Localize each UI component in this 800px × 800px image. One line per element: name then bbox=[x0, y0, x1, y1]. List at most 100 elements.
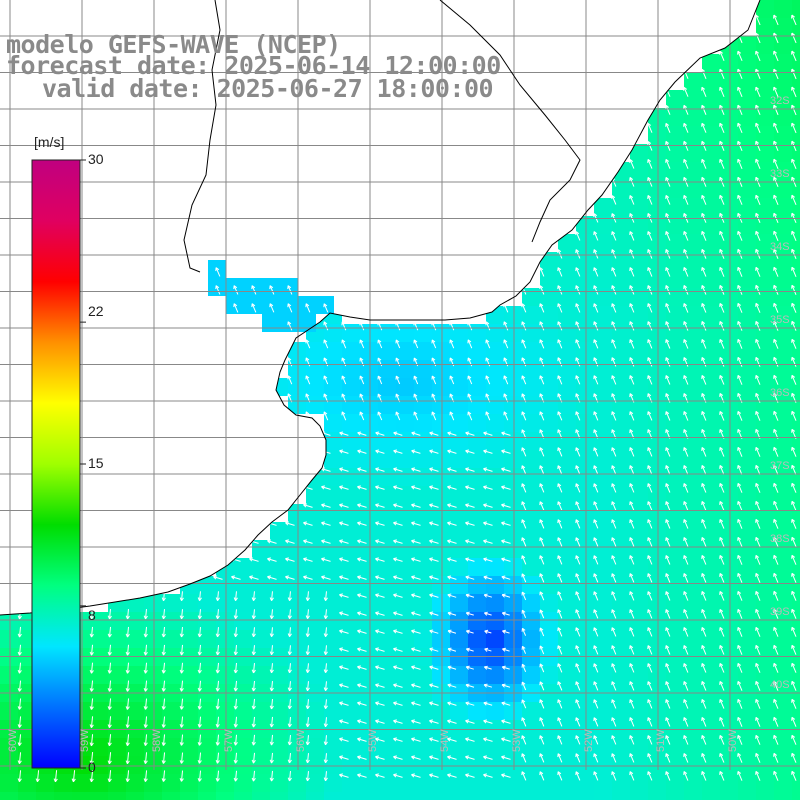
field-cell bbox=[216, 594, 234, 612]
field-cell bbox=[612, 612, 630, 630]
field-cell bbox=[684, 72, 702, 90]
field-cell bbox=[432, 504, 450, 522]
wind-arrow bbox=[323, 303, 329, 313]
field-cell bbox=[702, 306, 720, 324]
field-cell bbox=[648, 162, 666, 180]
wind-arrow bbox=[197, 285, 203, 295]
field-cell bbox=[720, 414, 738, 432]
field-cell bbox=[792, 432, 800, 450]
wind-arrow bbox=[683, 285, 689, 295]
field-cell bbox=[738, 90, 756, 108]
field-cell bbox=[198, 594, 216, 612]
field-cell bbox=[306, 576, 324, 594]
field-cell bbox=[576, 738, 594, 756]
field-cell bbox=[450, 612, 468, 630]
field-cell bbox=[162, 738, 180, 756]
field-cell bbox=[666, 774, 684, 792]
field-cell bbox=[90, 738, 108, 756]
longitude-label: 54W bbox=[439, 729, 451, 752]
field-cell bbox=[0, 630, 18, 648]
field-cell bbox=[468, 594, 486, 612]
field-cell bbox=[396, 540, 414, 558]
field-cell bbox=[612, 216, 630, 234]
field-cell bbox=[666, 216, 684, 234]
field-cell bbox=[756, 90, 774, 108]
field-cell bbox=[792, 612, 800, 630]
field-cell bbox=[198, 774, 216, 792]
field-cell bbox=[792, 54, 800, 72]
field-cell bbox=[270, 756, 288, 774]
wind-arrow bbox=[593, 411, 599, 421]
wind-arrow bbox=[215, 285, 221, 295]
field-cell bbox=[378, 504, 396, 522]
wind-arrow bbox=[411, 449, 421, 454]
field-cell bbox=[378, 612, 396, 630]
field-cell bbox=[432, 612, 450, 630]
wind-arrow bbox=[485, 339, 491, 349]
field-cell bbox=[720, 612, 738, 630]
field-cell bbox=[756, 306, 774, 324]
wind-arrow bbox=[611, 321, 617, 331]
field-cell bbox=[450, 450, 468, 468]
field-cell bbox=[378, 576, 396, 594]
field-cell bbox=[432, 342, 450, 360]
field-cell bbox=[558, 468, 576, 486]
field-cell bbox=[756, 702, 774, 720]
field-cell bbox=[738, 414, 756, 432]
field-cell bbox=[738, 504, 756, 522]
longitude-label: 52W bbox=[583, 729, 595, 752]
field-cell bbox=[612, 252, 630, 270]
field-cell bbox=[306, 792, 324, 800]
field-cell bbox=[684, 306, 702, 324]
field-cell bbox=[594, 576, 612, 594]
field-cell bbox=[198, 756, 216, 774]
field-cell bbox=[576, 252, 594, 270]
field-cell bbox=[234, 594, 252, 612]
field-cell bbox=[792, 216, 800, 234]
field-cell bbox=[666, 198, 684, 216]
field-cell bbox=[288, 522, 306, 540]
field-cell bbox=[738, 432, 756, 450]
field-cell bbox=[594, 558, 612, 576]
field-cell bbox=[90, 666, 108, 684]
field-cell bbox=[216, 702, 234, 720]
field-cell bbox=[288, 504, 306, 522]
field-cell bbox=[324, 792, 342, 800]
wind-arrow bbox=[611, 375, 617, 385]
wind-arrow bbox=[791, 266, 797, 277]
field-cell bbox=[252, 576, 270, 594]
field-cell bbox=[396, 756, 414, 774]
field-cell bbox=[630, 414, 648, 432]
field-cell bbox=[594, 288, 612, 306]
field-cell bbox=[792, 324, 800, 342]
field-cell bbox=[792, 162, 800, 180]
field-cell bbox=[792, 576, 800, 594]
field-cell bbox=[180, 792, 198, 800]
field-cell bbox=[738, 486, 756, 504]
field-cell bbox=[108, 612, 126, 630]
field-cell bbox=[432, 630, 450, 648]
field-cell bbox=[432, 540, 450, 558]
field-cell bbox=[792, 774, 800, 792]
field-cell bbox=[342, 432, 360, 450]
field-cell bbox=[756, 162, 774, 180]
field-cell bbox=[756, 0, 774, 18]
field-cell bbox=[738, 702, 756, 720]
field-cell bbox=[774, 234, 792, 252]
field-cell bbox=[558, 666, 576, 684]
field-cell bbox=[558, 630, 576, 648]
wind-arrow bbox=[377, 339, 383, 349]
field-cell bbox=[540, 558, 558, 576]
field-cell bbox=[666, 342, 684, 360]
field-cell bbox=[774, 540, 792, 558]
wind-arrow bbox=[701, 339, 707, 349]
field-cell bbox=[792, 234, 800, 252]
field-cell bbox=[270, 540, 288, 558]
field-cell bbox=[234, 558, 252, 576]
field-cell bbox=[720, 54, 738, 72]
field-cell bbox=[324, 756, 342, 774]
field-cell bbox=[144, 702, 162, 720]
field-cell bbox=[342, 450, 360, 468]
wind-arrow bbox=[719, 339, 725, 349]
wind-arrow bbox=[791, 284, 797, 295]
